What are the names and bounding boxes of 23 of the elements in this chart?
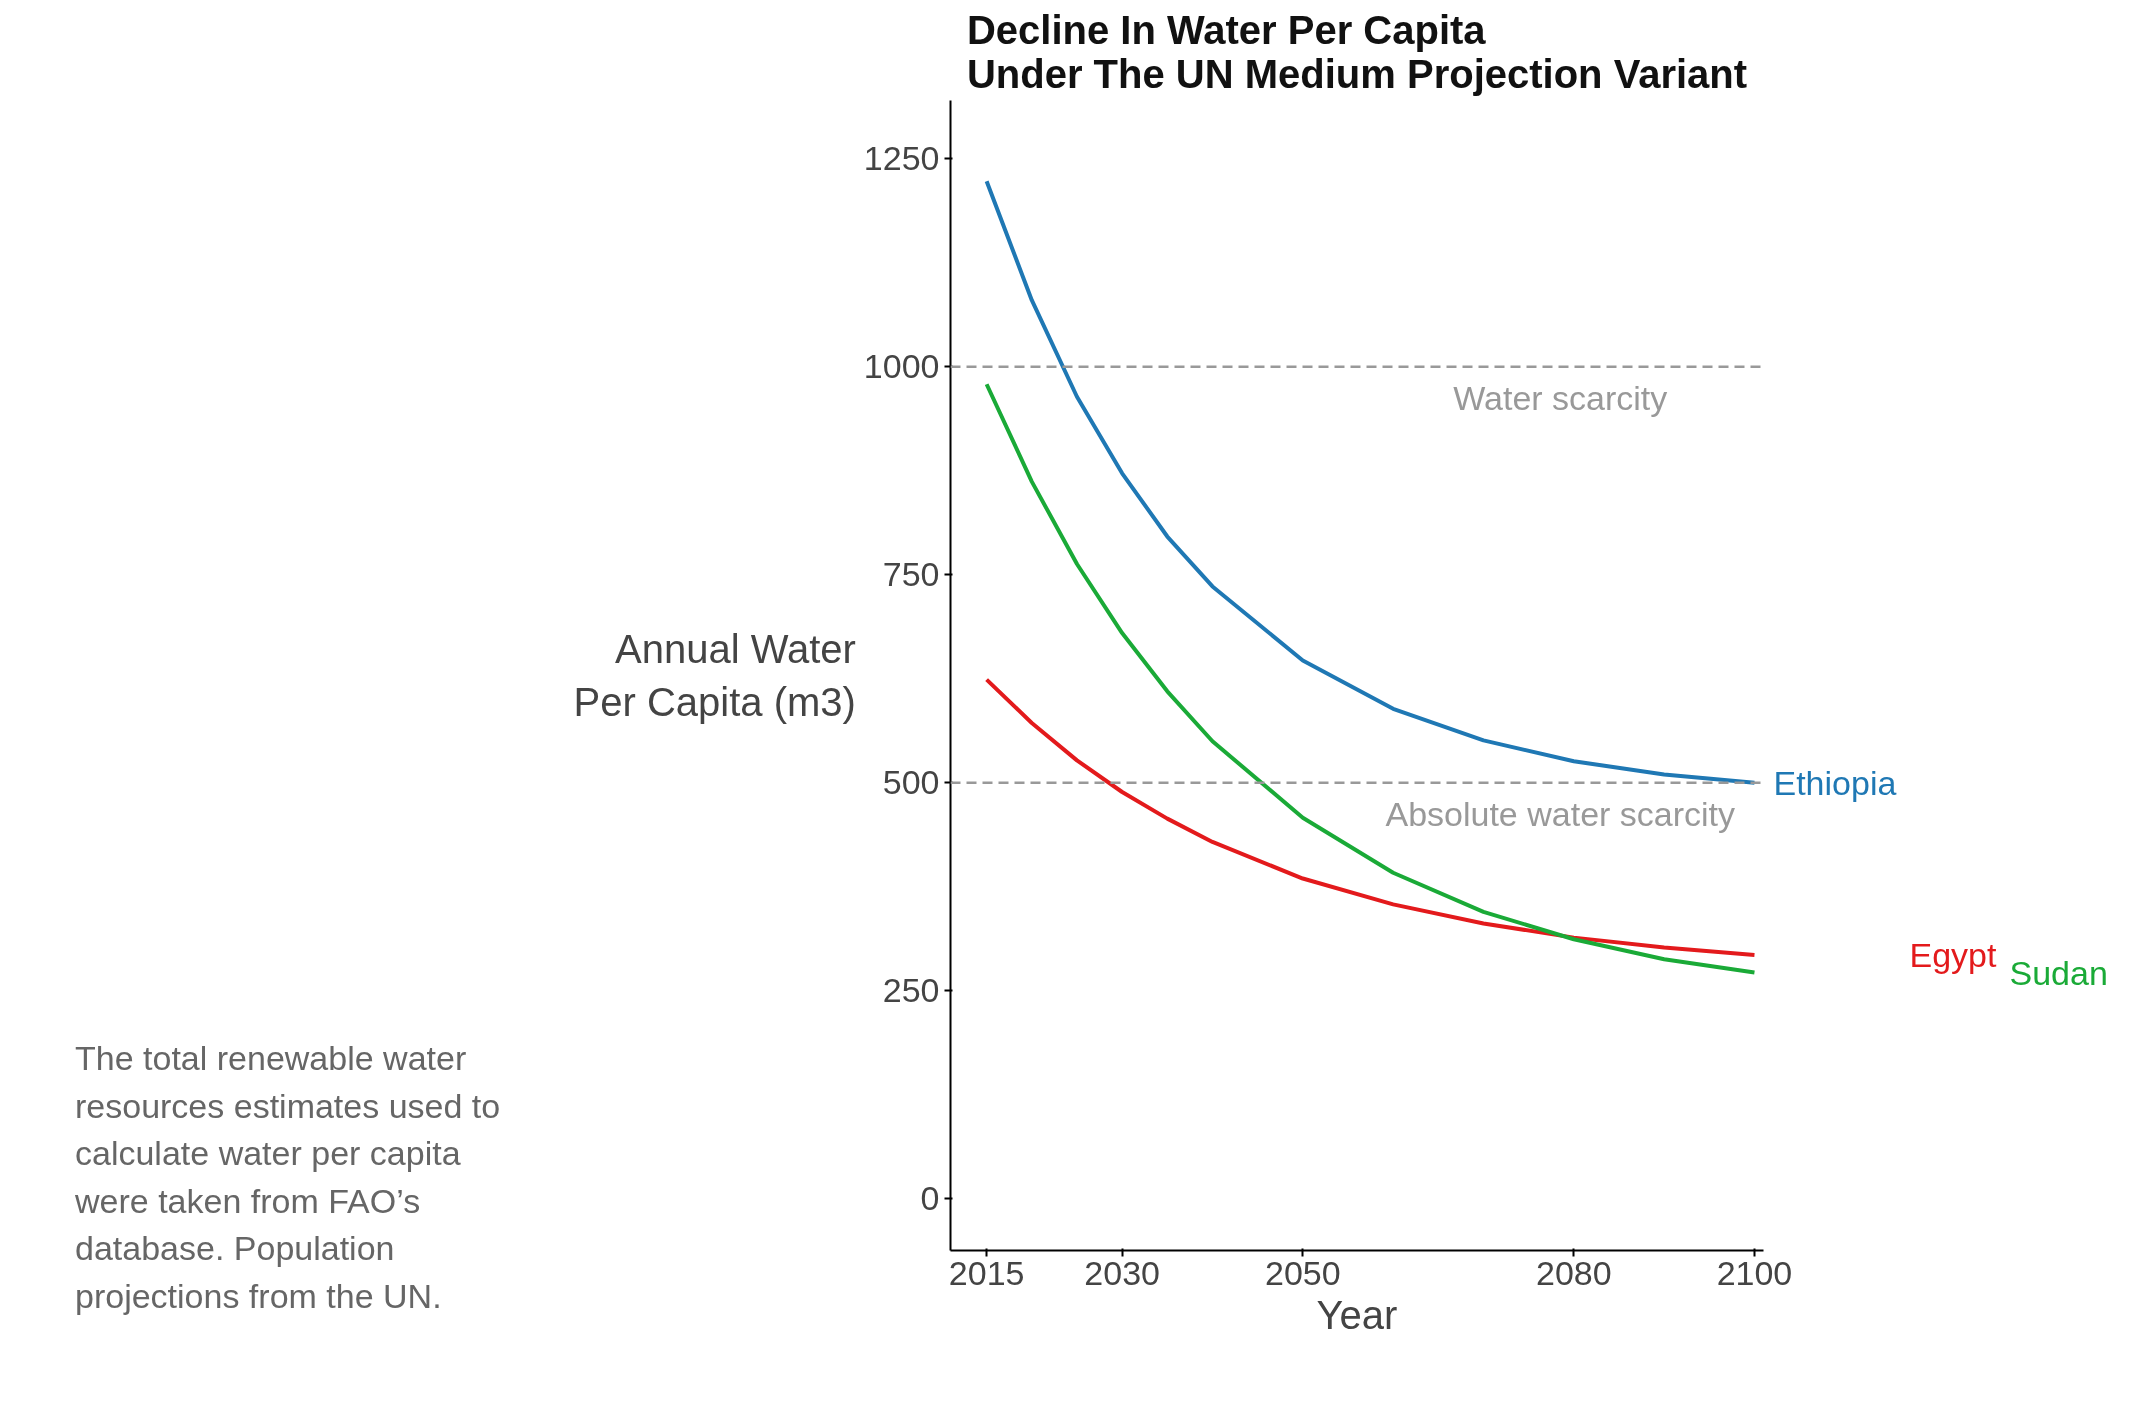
- line-series: [984, 382, 1757, 975]
- ref-line-label: Water scarcity: [1453, 378, 1668, 417]
- x-tick-label: 2080: [1535, 1253, 1612, 1292]
- y-tick-label: 1250: [863, 139, 940, 178]
- y-tick-label: 750: [882, 555, 940, 594]
- x-tick-label: 2030: [1084, 1253, 1160, 1292]
- x-axis-title: Year: [1316, 1292, 1398, 1337]
- y-axis-title: Annual Water Per Capita (m3): [573, 627, 856, 724]
- text: Egypt: [1909, 936, 1997, 975]
- ref-line-label: Absolute water scarcity: [1385, 794, 1736, 833]
- y-tick-label: 0: [920, 1179, 940, 1218]
- y-tick-label: 1000: [863, 347, 940, 386]
- x-tick-label: 2100: [1716, 1253, 1793, 1292]
- chart-title: Decline In Water Per Capita Under The UN Medium Projection Variant: [966, 7, 1748, 96]
- text: The total renewable water resources estimates used to calculate water per capita were taken from FAO’s database. Population projections from the UN.: [75, 1038, 502, 1317]
- x-tick-label: 2015: [948, 1253, 1025, 1292]
- x-tick-label: 2050: [1264, 1253, 1341, 1292]
- line-series: [984, 179, 1757, 785]
- y-tick-label: 250: [882, 971, 940, 1010]
- text: Sudan: [2009, 953, 2108, 992]
- y-tick-label: 500: [882, 763, 940, 802]
- line-series: [984, 677, 1757, 958]
- series-label: Ethiopia: [1773, 763, 1897, 802]
